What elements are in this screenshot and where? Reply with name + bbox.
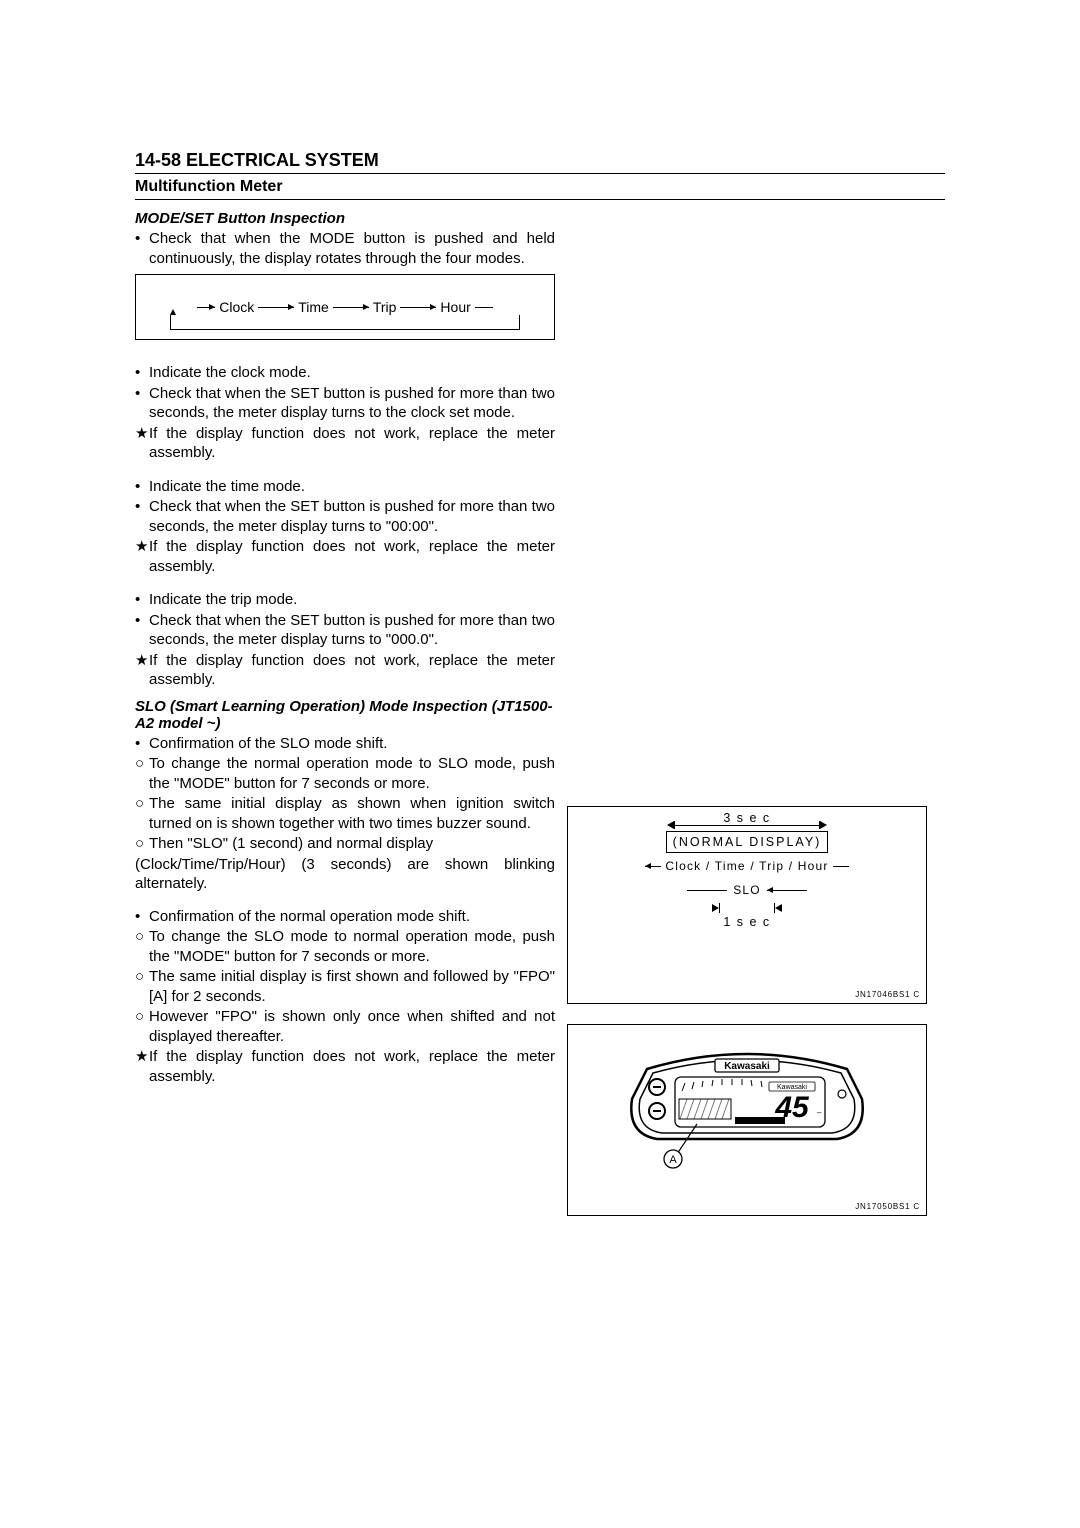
list-item: ★ If the display function does not work,…	[135, 424, 555, 463]
line	[475, 307, 493, 308]
bullet-dot-icon: •	[135, 384, 149, 404]
list-item: • Indicate the clock mode.	[135, 363, 555, 383]
list-item-text: However "FPO" is shown only once when sh…	[149, 1007, 555, 1046]
label-1sec: 1 s e c	[578, 915, 916, 929]
page-title: 14-58 ELECTRICAL SYSTEM	[135, 150, 945, 174]
list-item-text: Check that when the SET button is pushed…	[149, 497, 555, 536]
list-item-text: To change the SLO mode to normal operati…	[149, 927, 555, 966]
bullet-star-icon: ★	[135, 537, 149, 557]
list-item: • Check that when the SET button is push…	[135, 611, 555, 650]
bullet-dot-icon: •	[135, 590, 149, 610]
bullet-circle-icon: ○	[135, 1007, 149, 1027]
list-item: ○ Then "SLO" (1 second) and normal displ…	[135, 834, 555, 854]
list-item-text: Check that when the MODE button is pushe…	[149, 229, 555, 268]
bullet-circle-icon: ○	[135, 927, 149, 947]
diagram-column: 3 s e c (NORMAL DISPLAY) Clock / Time / …	[567, 206, 927, 1216]
list-item: • Check that when the SET button is push…	[135, 384, 555, 423]
meter-svg: Kawasaki	[607, 1039, 887, 1169]
list-item-text: Indicate the time mode.	[149, 477, 555, 497]
label-slo: SLO	[727, 883, 767, 897]
section-slo-title: SLO (Smart Learning Operation) Mode Insp…	[135, 698, 555, 732]
label-normal-display: (NORMAL DISPLAY)	[666, 831, 829, 853]
list-item-text: Indicate the trip mode.	[149, 590, 555, 610]
arrow-icon	[333, 307, 369, 308]
diagram-code: JN17050BS1 C	[855, 1202, 920, 1211]
label-clock-time-trip-hour: Clock / Time / Trip / Hour	[661, 859, 832, 873]
list-item: • Confirmation of the SLO mode shift.	[135, 734, 555, 754]
brand-label: Kawasaki	[724, 1061, 770, 1072]
list-item: • Check that when the MODE button is pus…	[135, 229, 555, 268]
list-item-text: The same initial display is first shown …	[149, 967, 555, 1006]
list-item: ○ To change the normal operation mode to…	[135, 754, 555, 793]
arrow-right-icon	[820, 821, 827, 829]
arrow-right-icon	[712, 904, 719, 912]
arrow-icon	[400, 307, 436, 308]
list-item: ○ The same initial display as shown when…	[135, 794, 555, 833]
list-item: ○ To change the SLO mode to normal opera…	[135, 927, 555, 966]
callout-a: A	[669, 1154, 677, 1166]
arrow-left-icon	[645, 866, 661, 867]
bullet-circle-icon: ○	[135, 834, 149, 854]
meter-display-diagram: Kawasaki	[567, 1024, 927, 1216]
bullet-dot-icon: •	[135, 229, 149, 249]
bullet-dot-icon: •	[135, 363, 149, 383]
list-item: ○ The same initial display is first show…	[135, 967, 555, 1006]
arrow-icon	[258, 307, 294, 308]
bullet-dot-icon: •	[135, 611, 149, 631]
list-item: • Indicate the time mode.	[135, 477, 555, 497]
diagram-code: JN17046BS1 C	[855, 990, 920, 999]
list-item-text: Indicate the clock mode.	[149, 363, 555, 383]
bullet-circle-icon: ○	[135, 967, 149, 987]
bullet-dot-icon: •	[135, 477, 149, 497]
list-item: • Confirmation of the normal operation m…	[135, 907, 555, 927]
page-subheader: Multifunction Meter	[135, 178, 945, 200]
list-item-text: If the display function does not work, r…	[149, 537, 555, 576]
list-item: ★ If the display function does not work,…	[135, 537, 555, 576]
list-item-text: Check that when the SET button is pushed…	[149, 611, 555, 650]
bullet-star-icon: ★	[135, 651, 149, 671]
bullet-dot-icon: •	[135, 907, 149, 927]
label-3sec: 3 s e c	[578, 811, 916, 825]
list-item-text: Then "SLO" (1 second) and normal display	[149, 834, 555, 854]
list-item: ★ If the display function does not work,…	[135, 651, 555, 690]
mode-cycle-diagram: Clock Time Trip Hour	[135, 274, 555, 340]
mode-label: Trip	[373, 299, 397, 315]
bullet-dot-icon: •	[135, 734, 149, 754]
svg-text:–: –	[817, 1108, 822, 1117]
arrow-left-icon	[767, 890, 807, 891]
arrow-left-icon	[667, 821, 674, 829]
line	[833, 866, 849, 867]
list-item: ★ If the display function does not work,…	[135, 1047, 555, 1086]
section-mode-set-title: MODE/SET Button Inspection	[135, 210, 555, 227]
bullet-dot-icon: •	[135, 497, 149, 517]
main-content-column: MODE/SET Button Inspection • Check that …	[135, 206, 555, 1216]
list-item-text: Confirmation of the SLO mode shift.	[149, 734, 555, 754]
list-item: • Check that when the SET button is push…	[135, 497, 555, 536]
bullet-star-icon: ★	[135, 1047, 149, 1067]
list-item-text: Check that when the SET button is pushed…	[149, 384, 555, 423]
list-item: • Indicate the trip mode.	[135, 590, 555, 610]
bullet-circle-icon: ○	[135, 794, 149, 814]
arrow-icon	[197, 307, 215, 308]
bullet-circle-icon: ○	[135, 754, 149, 774]
list-item-text: The same initial display as shown when i…	[149, 794, 555, 833]
mode-label: Time	[298, 299, 329, 315]
list-item-text: Confirmation of the normal operation mod…	[149, 907, 555, 927]
svg-text:Kawasaki: Kawasaki	[777, 1084, 807, 1091]
bullet-star-icon: ★	[135, 424, 149, 444]
list-item: ○ However "FPO" is shown only once when …	[135, 1007, 555, 1046]
list-item-text: To change the normal operation mode to S…	[149, 754, 555, 793]
list-item-text: If the display function does not work, r…	[149, 424, 555, 463]
mode-label: Hour	[440, 299, 470, 315]
arrow-left-icon	[775, 904, 782, 912]
return-line	[170, 315, 520, 330]
line	[687, 890, 727, 891]
list-item-text: If the display function does not work, r…	[149, 1047, 555, 1086]
mode-label: Clock	[219, 299, 254, 315]
continued-text: (Clock/Time/Trip/Hour) (3 seconds) are s…	[135, 855, 555, 894]
list-item-text: If the display function does not work, r…	[149, 651, 555, 690]
slo-timing-diagram: 3 s e c (NORMAL DISPLAY) Clock / Time / …	[567, 806, 927, 1004]
